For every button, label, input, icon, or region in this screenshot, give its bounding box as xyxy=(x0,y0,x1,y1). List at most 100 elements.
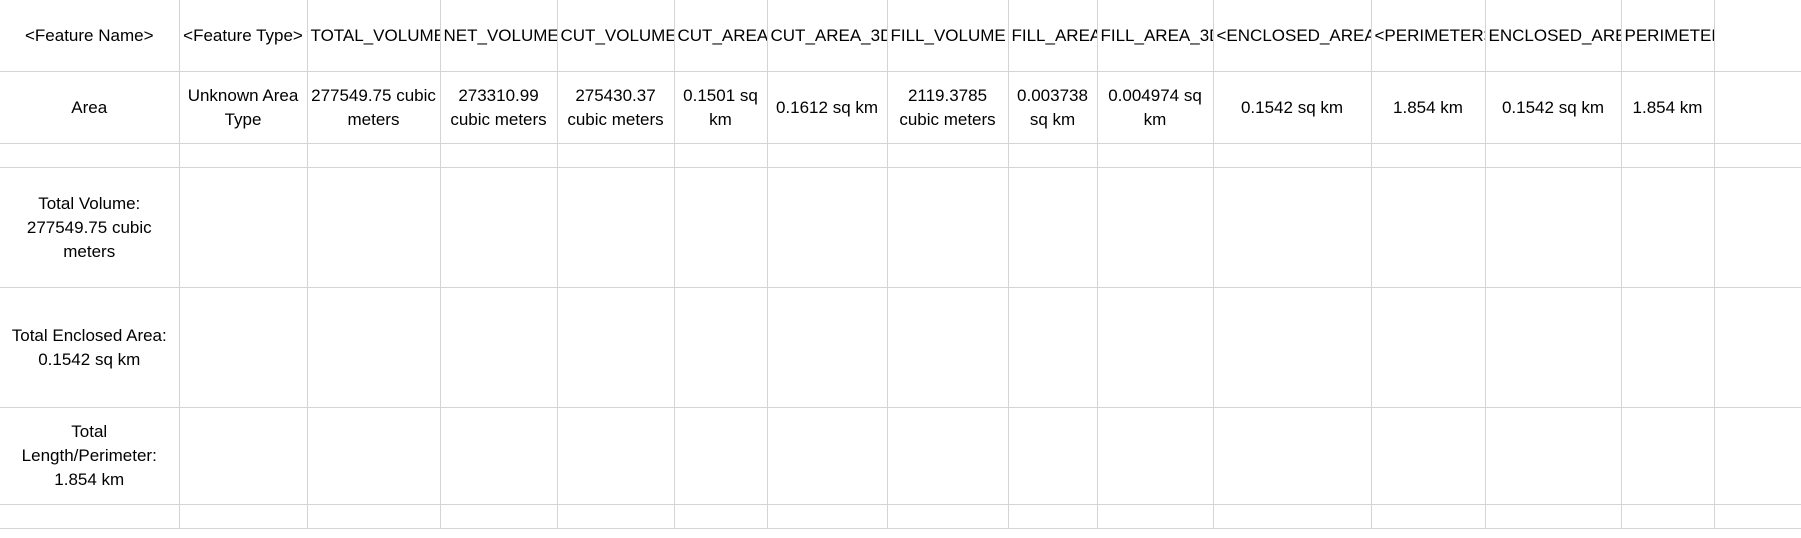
cell-total-length-perimeter-summary[interactable]: Total Length/Perimeter: 1.854 km xyxy=(0,407,180,505)
empty-cell[interactable] xyxy=(1621,167,1715,288)
empty-cell[interactable] xyxy=(440,407,558,505)
header-cell-fill-volume[interactable]: FILL_VOLUME xyxy=(887,0,1009,72)
empty-cell[interactable] xyxy=(557,143,675,168)
cell-enclosed-area[interactable]: 0.1542 sq km xyxy=(1485,71,1622,144)
empty-cell[interactable] xyxy=(1008,407,1098,505)
empty-cell[interactable] xyxy=(440,167,558,288)
header-cell-perimeter[interactable]: PERIMETER xyxy=(1621,0,1715,72)
cell-perimeter-bracketed[interactable]: 1.854 km xyxy=(1371,71,1486,144)
empty-cell[interactable] xyxy=(767,407,888,505)
empty-cell[interactable] xyxy=(887,287,1009,408)
empty-cell[interactable] xyxy=(1097,504,1214,529)
cell-cut-area-3d[interactable]: 0.1612 sq km xyxy=(767,71,888,144)
empty-cell[interactable] xyxy=(674,504,768,529)
empty-cell[interactable] xyxy=(1371,504,1486,529)
header-cell-perimeter-bracketed[interactable]: <PERIMETER> xyxy=(1371,0,1486,72)
empty-cell[interactable] xyxy=(179,504,308,529)
cell-cut-volume[interactable]: 275430.37 cubic meters xyxy=(557,71,675,144)
cell-cut-area[interactable]: 0.1501 sq km xyxy=(674,71,768,144)
empty-cell[interactable] xyxy=(1097,287,1214,408)
empty-cell[interactable] xyxy=(674,167,768,288)
header-cell-cut-area-3d[interactable]: CUT_AREA_3D xyxy=(767,0,888,72)
empty-cell[interactable] xyxy=(1213,504,1372,529)
empty-cell[interactable] xyxy=(767,504,888,529)
cell-perimeter[interactable]: 1.854 km xyxy=(1621,71,1715,144)
empty-cell[interactable] xyxy=(557,504,675,529)
empty-cell[interactable] xyxy=(0,143,180,168)
cell-fill-area-3d[interactable]: 0.004974 sq km xyxy=(1097,71,1214,144)
empty-cell[interactable] xyxy=(1371,167,1486,288)
empty-cell[interactable] xyxy=(1621,407,1715,505)
empty-cell[interactable] xyxy=(179,167,308,288)
empty-cell[interactable] xyxy=(1714,167,1801,288)
empty-cell[interactable] xyxy=(1621,504,1715,529)
empty-cell[interactable] xyxy=(440,504,558,529)
empty-cell[interactable] xyxy=(1213,287,1372,408)
empty-cell[interactable] xyxy=(1714,407,1801,505)
empty-cell[interactable] xyxy=(307,407,441,505)
empty-cell[interactable] xyxy=(887,407,1009,505)
empty-cell[interactable] xyxy=(557,287,675,408)
empty-cell[interactable] xyxy=(887,143,1009,168)
cell-fill-volume[interactable]: 2119.3785 cubic meters xyxy=(887,71,1009,144)
empty-cell[interactable] xyxy=(1714,287,1801,408)
empty-cell[interactable] xyxy=(179,143,308,168)
empty-cell[interactable] xyxy=(1008,143,1098,168)
empty-cell[interactable] xyxy=(1371,407,1486,505)
empty-cell[interactable] xyxy=(1371,143,1486,168)
empty-cell[interactable] xyxy=(0,504,180,529)
empty-cell[interactable] xyxy=(887,504,1009,529)
header-cell-enclosed-area-bracketed[interactable]: <ENCLOSED_AREA> xyxy=(1213,0,1372,72)
cell-enclosed-area-bracketed[interactable]: 0.1542 sq km xyxy=(1213,71,1372,144)
empty-cell[interactable] xyxy=(767,143,888,168)
empty-cell[interactable] xyxy=(1714,504,1801,529)
header-cell-feature-name[interactable]: <Feature Name> xyxy=(0,0,180,72)
empty-cell[interactable] xyxy=(887,167,1009,288)
empty-cell[interactable] xyxy=(440,143,558,168)
empty-cell[interactable] xyxy=(557,167,675,288)
empty-cell[interactable] xyxy=(1485,407,1622,505)
empty-cell[interactable] xyxy=(1485,504,1622,529)
header-cell-total-volume[interactable]: TOTAL_VOLUME xyxy=(307,0,441,72)
empty-cell[interactable] xyxy=(1621,143,1715,168)
empty-cell[interactable] xyxy=(557,407,675,505)
empty-cell[interactable] xyxy=(1097,143,1214,168)
empty-cell[interactable] xyxy=(1714,143,1801,168)
empty-cell[interactable] xyxy=(440,287,558,408)
cell-feature-name[interactable]: Area xyxy=(0,71,180,144)
empty-cell[interactable] xyxy=(1008,504,1098,529)
empty-cell[interactable] xyxy=(1714,0,1801,72)
empty-cell[interactable] xyxy=(307,167,441,288)
cell-total-enclosed-area-summary[interactable]: Total Enclosed Area: 0.1542 sq km xyxy=(0,287,180,408)
empty-cell[interactable] xyxy=(1714,71,1801,144)
empty-cell[interactable] xyxy=(179,287,308,408)
cell-total-volume[interactable]: 277549.75 cubic meters xyxy=(307,71,441,144)
empty-cell[interactable] xyxy=(1371,287,1486,408)
empty-cell[interactable] xyxy=(1008,287,1098,408)
cell-feature-type[interactable]: Unknown Area Type xyxy=(179,71,308,144)
empty-cell[interactable] xyxy=(1097,407,1214,505)
header-cell-net-volume[interactable]: NET_VOLUME xyxy=(440,0,558,72)
empty-cell[interactable] xyxy=(1485,143,1622,168)
empty-cell[interactable] xyxy=(767,287,888,408)
empty-cell[interactable] xyxy=(307,143,441,168)
empty-cell[interactable] xyxy=(179,407,308,505)
header-cell-enclosed-area[interactable]: ENCLOSED_AREA xyxy=(1485,0,1622,72)
empty-cell[interactable] xyxy=(674,407,768,505)
header-cell-fill-area[interactable]: FILL_AREA xyxy=(1008,0,1098,72)
header-cell-feature-type[interactable]: <Feature Type> xyxy=(179,0,308,72)
header-cell-fill-area-3d[interactable]: FILL_AREA_3D xyxy=(1097,0,1214,72)
empty-cell[interactable] xyxy=(1213,407,1372,505)
empty-cell[interactable] xyxy=(1213,143,1372,168)
empty-cell[interactable] xyxy=(307,287,441,408)
empty-cell[interactable] xyxy=(1621,287,1715,408)
cell-total-volume-summary[interactable]: Total Volume: 277549.75 cubic meters xyxy=(0,167,180,288)
empty-cell[interactable] xyxy=(307,504,441,529)
empty-cell[interactable] xyxy=(1008,167,1098,288)
header-cell-cut-area[interactable]: CUT_AREA xyxy=(674,0,768,72)
empty-cell[interactable] xyxy=(674,143,768,168)
empty-cell[interactable] xyxy=(1485,167,1622,288)
cell-fill-area[interactable]: 0.003738 sq km xyxy=(1008,71,1098,144)
empty-cell[interactable] xyxy=(767,167,888,288)
header-cell-cut-volume[interactable]: CUT_VOLUME xyxy=(557,0,675,72)
